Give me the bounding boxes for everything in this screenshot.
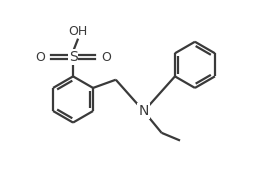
Text: O: O	[35, 51, 45, 64]
Text: N: N	[138, 104, 149, 118]
Text: S: S	[69, 50, 77, 64]
Text: O: O	[101, 51, 111, 64]
Text: OH: OH	[68, 25, 87, 38]
